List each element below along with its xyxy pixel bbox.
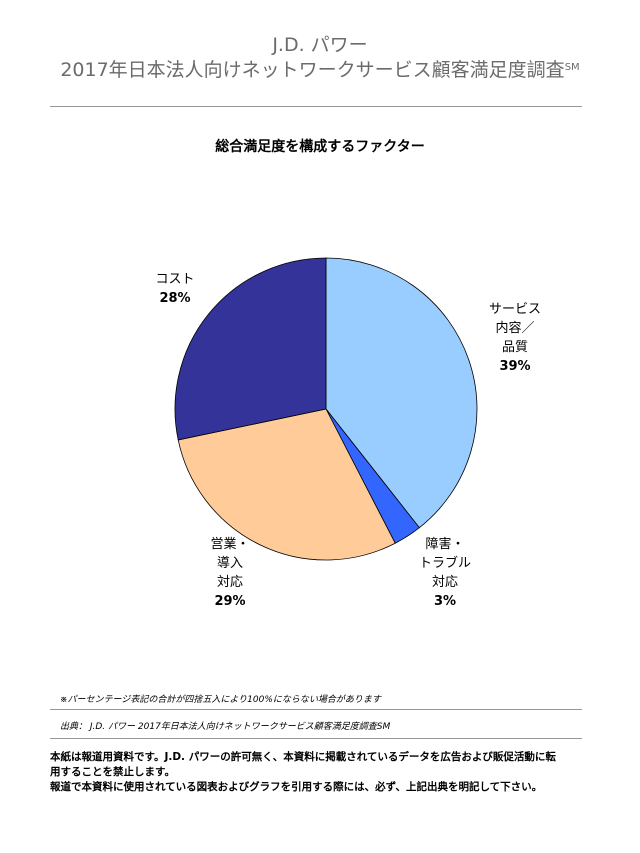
- header-divider: [50, 106, 582, 107]
- label-line: 対応: [431, 575, 458, 590]
- slice-label-cost: コスト 28%: [135, 270, 215, 308]
- pie-slice-2: [177, 408, 396, 561]
- rounding-note: ※パーセンテージ表記の合計が四捨五入により100%にならない場合があります: [60, 695, 381, 705]
- label-line: サービス: [488, 302, 541, 317]
- label-line: 導入: [216, 556, 243, 571]
- slice-percent: 3%: [433, 594, 457, 609]
- report-title: 2017年日本法人向けネットワークサービス顧客満足度調査SM: [0, 55, 640, 82]
- label-line: 営業・: [210, 537, 250, 552]
- pie-slice-0: [325, 257, 478, 529]
- label-line: 内容／: [495, 321, 535, 336]
- disclaimer-line: 用することを禁止します。: [50, 766, 175, 778]
- brand-title: J.D. パワー: [272, 34, 368, 56]
- note-divider: [50, 709, 582, 710]
- pie-chart: [174, 257, 478, 561]
- slice-label-trouble: 障害・ トラブル 対応 3%: [400, 535, 490, 611]
- disclaimer: 本紙は報道用資料です。J.D. パワーの許可無く、本資料に掲載されているデータを…: [50, 750, 590, 795]
- source-note: 出典： J.D. パワー 2017年日本法人向けネットワークサービス顧客満足度調…: [60, 722, 391, 732]
- slice-label-service: サービス 内容／ 品質 39%: [470, 300, 560, 376]
- service-mark: SM: [564, 62, 580, 73]
- disclaimer-line: 本紙は報道用資料です。J.D. パワーの許可無く、本資料に掲載されているデータを…: [50, 751, 556, 763]
- label-line: コスト: [155, 272, 195, 287]
- label-line: トラブル: [418, 556, 471, 571]
- report-title-text: 2017年日本法人向けネットワークサービス顧客満足度調査: [60, 59, 565, 81]
- slice-percent: 39%: [499, 359, 531, 374]
- label-line: 障害・: [425, 537, 465, 552]
- source-divider: [50, 738, 582, 739]
- disclaimer-line: 報道で本資料に使用されている図表およびグラフを引用する際には、必ず、上記出典を明…: [50, 781, 543, 793]
- slice-label-sales: 営業・ 導入 対応 29%: [190, 535, 270, 611]
- pie-slice-3: [174, 257, 327, 441]
- label-line: 品質: [501, 340, 528, 355]
- slice-percent: 28%: [159, 291, 191, 306]
- slice-percent: 29%: [214, 594, 246, 609]
- label-line: 対応: [216, 575, 243, 590]
- chart-title: 総合満足度を構成するファクター: [215, 139, 425, 155]
